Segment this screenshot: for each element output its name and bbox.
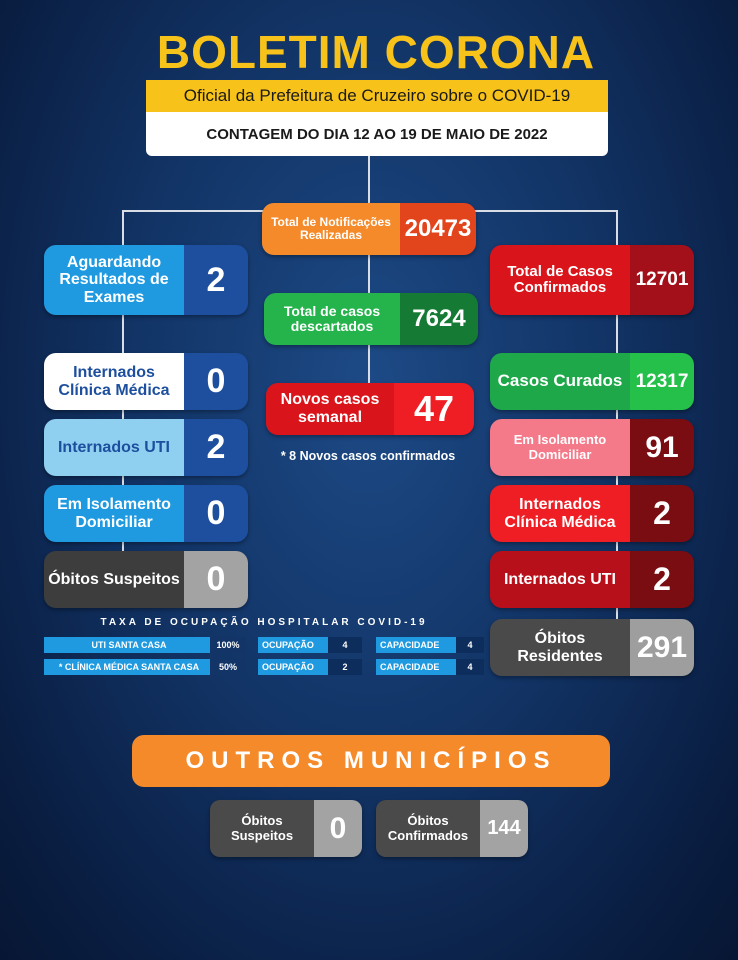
card-outros-obitos-confirmados: Óbitos Confirmados 144 bbox=[376, 800, 528, 857]
card-value: 0 bbox=[184, 551, 248, 608]
card-label: Óbitos Suspeitos bbox=[210, 800, 314, 857]
card-value: 2 bbox=[630, 551, 694, 608]
card-internados-clinica-left: Internados Clínica Médica 0 bbox=[44, 353, 248, 410]
card-label: Internados UTI bbox=[44, 419, 184, 476]
card-casos-curados: Casos Curados 12317 bbox=[490, 353, 694, 410]
card-internados-uti-right: Internados UTI 2 bbox=[490, 551, 694, 608]
taxa-ocup-label: OCUPAÇÃO bbox=[258, 637, 328, 653]
card-internados-uti-left: Internados UTI 2 bbox=[44, 419, 248, 476]
card-label: Total de casos descartados bbox=[264, 293, 400, 345]
taxa-cap-value: 4 bbox=[456, 637, 484, 653]
novos-confirmados-note: * 8 Novos casos confirmados bbox=[280, 449, 456, 463]
taxa-row-uti: UTI SANTA CASA 100% OCUPAÇÃO 4 CAPACIDAD… bbox=[44, 637, 484, 653]
connector-center bbox=[368, 156, 370, 386]
card-value: 12317 bbox=[630, 353, 694, 410]
card-label: Total de Notificações Realizadas bbox=[262, 203, 400, 255]
card-label: Óbitos Confirmados bbox=[376, 800, 480, 857]
taxa-title: TAXA DE OCUPAÇÃO HOSPITALAR COVID-19 bbox=[100, 617, 428, 628]
taxa-ocup-label: OCUPAÇÃO bbox=[258, 659, 328, 675]
card-descartados: Total de casos descartados 7624 bbox=[264, 293, 478, 345]
card-obitos-residentes: Óbitos Residentes 291 bbox=[490, 619, 694, 676]
taxa-cap-value: 4 bbox=[456, 659, 484, 675]
page-title: BOLETIM CORONA bbox=[156, 26, 596, 78]
card-value: 0 bbox=[184, 353, 248, 410]
taxa-row-clinica: * CLÍNICA MÉDICA SANTA CASA 50% OCUPAÇÃO… bbox=[44, 659, 484, 675]
card-value: 144 bbox=[480, 800, 528, 857]
card-label: Casos Curados bbox=[490, 353, 630, 410]
card-value: 20473 bbox=[400, 203, 476, 255]
card-value: 91 bbox=[630, 419, 694, 476]
card-label: Internados Clínica Médica bbox=[490, 485, 630, 542]
taxa-name: UTI SANTA CASA bbox=[44, 637, 210, 653]
card-label: Em Isolamento Domiciliar bbox=[44, 485, 184, 542]
card-label: Aguardando Resultados de Exames bbox=[44, 245, 184, 315]
card-isolamento-left: Em Isolamento Domiciliar 0 bbox=[44, 485, 248, 542]
card-value: 0 bbox=[184, 485, 248, 542]
card-label: Óbitos Suspeitos bbox=[44, 551, 184, 608]
card-label: Internados Clínica Médica bbox=[44, 353, 184, 410]
card-value: 2 bbox=[184, 419, 248, 476]
card-casos-confirmados: Total de Casos Confirmados 12701 bbox=[490, 245, 694, 315]
card-label: Total de Casos Confirmados bbox=[490, 245, 630, 315]
page-subtitle: Oficial da Prefeitura de Cruzeiro sobre … bbox=[146, 80, 608, 112]
card-aguardando-resultados: Aguardando Resultados de Exames 2 bbox=[44, 245, 248, 315]
card-value: 2 bbox=[630, 485, 694, 542]
card-label: Internados UTI bbox=[490, 551, 630, 608]
card-obitos-suspeitos-left: Óbitos Suspeitos 0 bbox=[44, 551, 248, 608]
taxa-name: * CLÍNICA MÉDICA SANTA CASA bbox=[44, 659, 210, 675]
card-label: Em Isolamento Domiciliar bbox=[490, 419, 630, 476]
card-total-notificacoes: Total de Notificações Realizadas 20473 bbox=[262, 203, 476, 255]
card-value: 7624 bbox=[400, 293, 478, 345]
card-outros-obitos-suspeitos: Óbitos Suspeitos 0 bbox=[210, 800, 362, 857]
card-value: 291 bbox=[630, 619, 694, 676]
card-value: 12701 bbox=[630, 245, 694, 315]
taxa-cap-label: CAPACIDADE bbox=[376, 659, 456, 675]
taxa-cap-label: CAPACIDADE bbox=[376, 637, 456, 653]
card-value: 47 bbox=[394, 383, 474, 435]
taxa-pct: 50% bbox=[210, 659, 246, 675]
card-label: Óbitos Residentes bbox=[490, 619, 630, 676]
taxa-pct: 100% bbox=[210, 637, 246, 653]
taxa-ocup-value: 2 bbox=[328, 659, 362, 675]
card-isolamento-right: Em Isolamento Domiciliar 91 bbox=[490, 419, 694, 476]
date-range: CONTAGEM DO DIA 12 AO 19 DE MAIO DE 2022 bbox=[146, 112, 608, 156]
card-value: 0 bbox=[314, 800, 362, 857]
taxa-ocup-value: 4 bbox=[328, 637, 362, 653]
card-value: 2 bbox=[184, 245, 248, 315]
card-internados-clinica-right: Internados Clínica Médica 2 bbox=[490, 485, 694, 542]
card-novos-semanal: Novos casos semanal 47 bbox=[266, 383, 474, 435]
outros-municipios-title: OUTROS MUNICÍPIOS bbox=[132, 735, 610, 787]
card-label: Novos casos semanal bbox=[266, 383, 394, 435]
